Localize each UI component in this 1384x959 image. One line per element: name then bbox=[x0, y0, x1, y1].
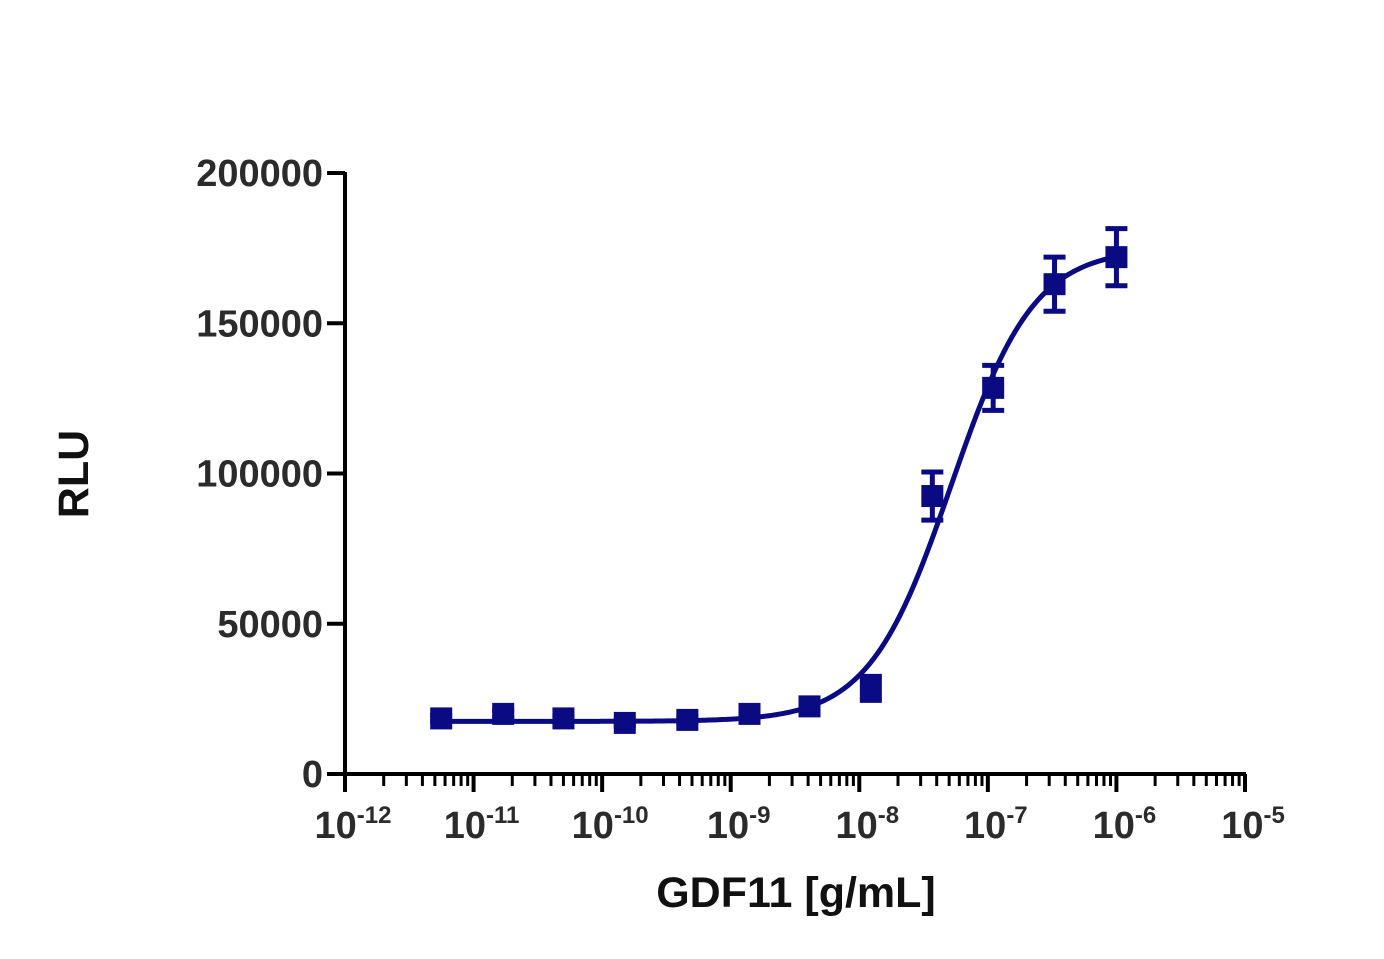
data-marker bbox=[859, 677, 882, 700]
data-points-layer bbox=[430, 226, 1128, 734]
data-marker bbox=[1105, 246, 1128, 269]
y-tick-label: 200000 bbox=[196, 153, 323, 195]
data-point bbox=[676, 708, 699, 731]
y-tick-label: 150000 bbox=[196, 303, 323, 345]
y-tick-label: 100000 bbox=[196, 454, 323, 496]
data-marker bbox=[798, 695, 821, 718]
x-tick-label: 10-8 bbox=[835, 802, 899, 847]
data-marker bbox=[492, 702, 515, 725]
data-point bbox=[798, 695, 821, 718]
x-tick-label: 10-10 bbox=[572, 802, 649, 847]
data-point bbox=[430, 707, 453, 730]
data-point bbox=[738, 702, 761, 725]
data-point bbox=[552, 707, 575, 730]
data-point bbox=[613, 711, 636, 734]
x-tick-label: 10-5 bbox=[1221, 802, 1285, 847]
data-point bbox=[492, 702, 515, 725]
x-axis-title: GDF11 [g/mL] bbox=[656, 869, 936, 917]
data-marker bbox=[1043, 273, 1066, 296]
data-marker bbox=[921, 485, 944, 508]
data-marker bbox=[430, 707, 453, 730]
fit-curve-layer bbox=[440, 254, 1117, 724]
data-point bbox=[1043, 254, 1066, 314]
data-marker bbox=[982, 376, 1005, 399]
y-tick-label: 50000 bbox=[217, 604, 323, 646]
x-tick-label: 10-7 bbox=[964, 802, 1028, 847]
data-marker bbox=[613, 711, 636, 734]
fit-curve bbox=[440, 254, 1117, 724]
x-tick-label: 10-12 bbox=[315, 802, 392, 847]
data-point bbox=[921, 469, 944, 523]
x-ticks: 10-12 10-11 10-10 10-9 10-8 10-7 10-6 10-5 bbox=[315, 774, 1285, 847]
data-point bbox=[1105, 226, 1128, 289]
y-tick-label: 0 bbox=[302, 754, 323, 796]
y-ticks: 0 50000 100000 150000 200000 bbox=[196, 153, 345, 796]
data-point bbox=[859, 673, 882, 703]
data-marker bbox=[552, 707, 575, 730]
data-marker bbox=[676, 708, 699, 731]
data-point bbox=[982, 362, 1005, 413]
x-tick-label: 10-9 bbox=[707, 802, 771, 847]
y-axis-title: RLU bbox=[50, 430, 98, 518]
data-marker bbox=[738, 702, 761, 725]
x-tick-label: 10-6 bbox=[1093, 802, 1157, 847]
x-tick-label: 10-11 bbox=[444, 802, 520, 847]
